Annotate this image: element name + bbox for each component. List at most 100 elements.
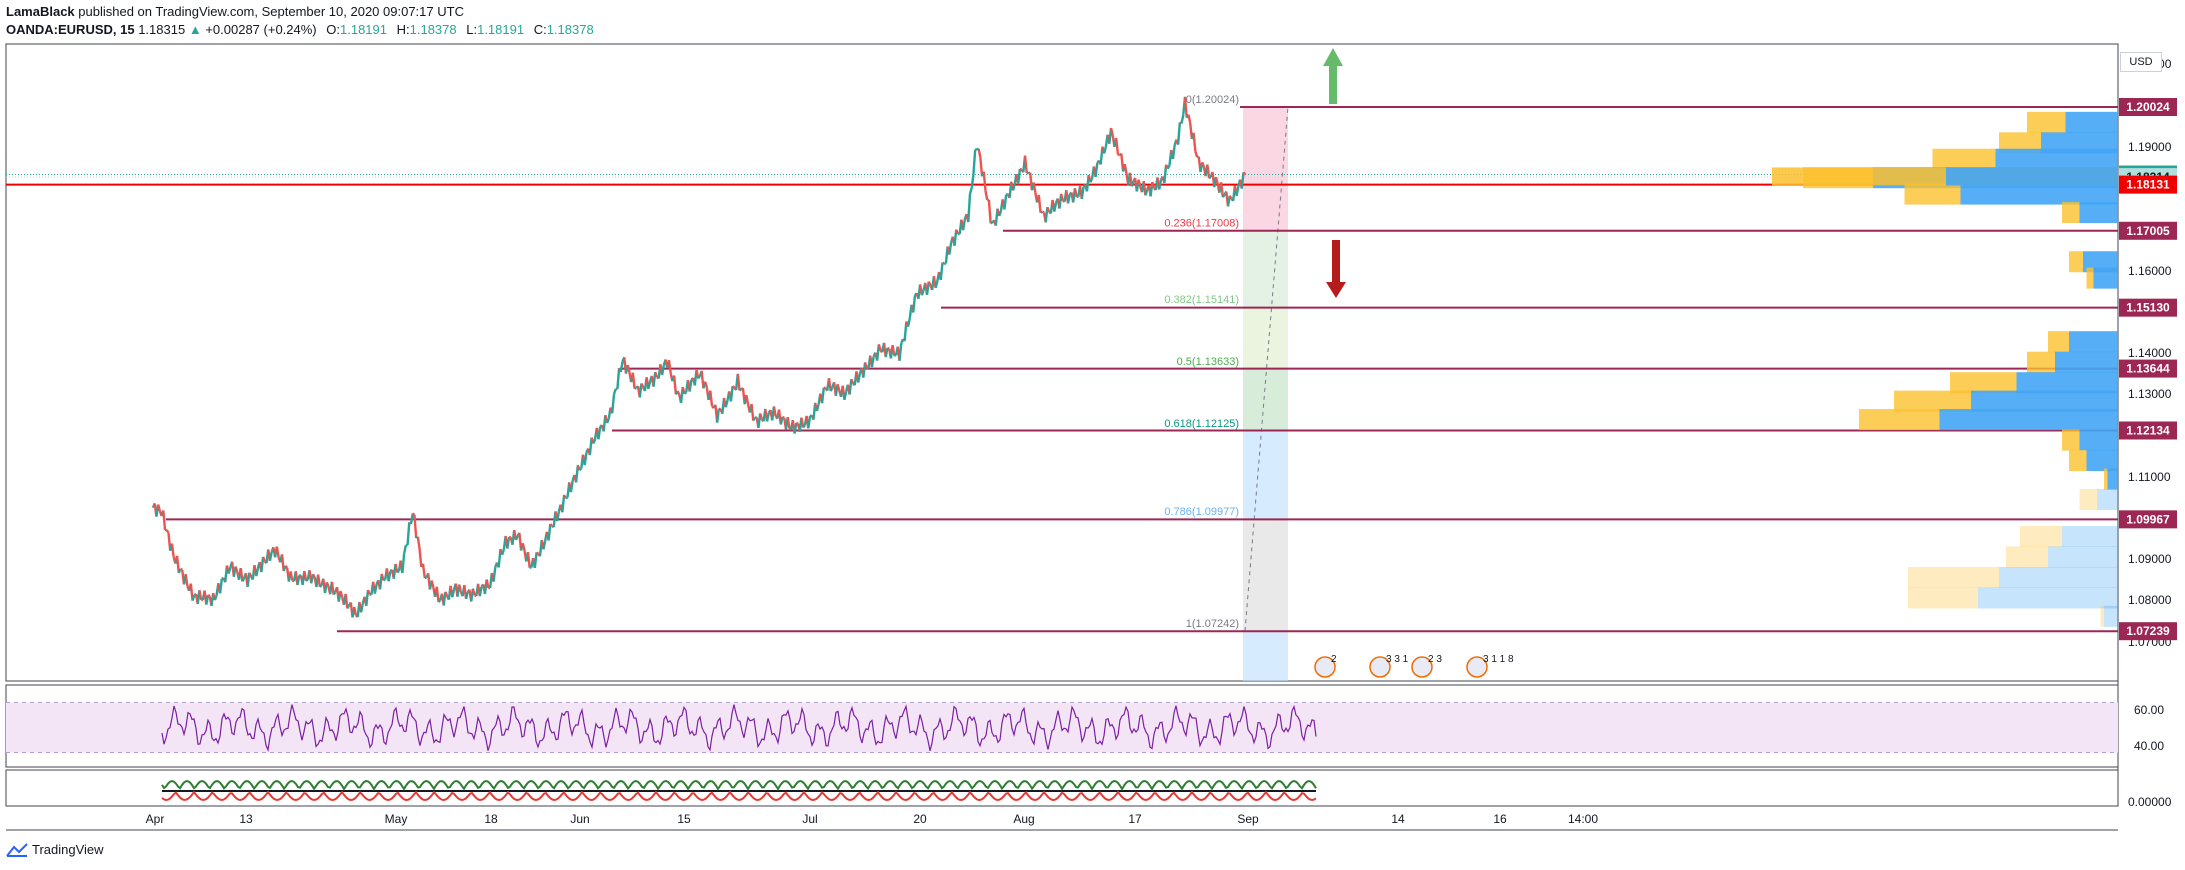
price-candle-segment <box>205 594 210 605</box>
volume-profile-poc-sell <box>1946 167 2118 186</box>
volume-profile-buy-bar <box>1908 566 1999 588</box>
price-candle-segment <box>683 391 688 395</box>
fib-zone-0786-1 <box>1243 518 1288 632</box>
fib-level-label: 0.618(1.12125) <box>1164 418 1239 430</box>
price-candle-segment <box>676 390 681 396</box>
volume-profile-sell-bar <box>2041 132 2118 154</box>
price-axis-tag <box>2119 359 2177 378</box>
bearish-arrow-icon <box>1326 240 1346 298</box>
y-tick-label: 1.13000 <box>2128 387 2172 401</box>
price-candle-segment <box>1206 164 1211 179</box>
price-candle-segment <box>1023 155 1028 174</box>
x-tick-label: 14 <box>1391 812 1405 826</box>
price-candle-segment <box>319 584 323 588</box>
fib-level-label: 1(1.07242) <box>1186 618 1239 630</box>
price-candle-segment <box>715 408 721 423</box>
price-candle-segment <box>745 394 750 405</box>
price-candle-segment <box>718 407 721 411</box>
price-candle-segment <box>416 536 421 550</box>
price-candle-segment <box>984 190 989 201</box>
price-candle-segment <box>1242 171 1247 176</box>
price-candle-segment <box>877 344 882 352</box>
price-candle-segment <box>697 375 701 380</box>
price-candle-segment <box>724 400 729 408</box>
volume-profile-sell-bar <box>1939 409 2118 431</box>
fib-level-label: 0.382(1.15141) <box>1164 294 1239 306</box>
volume-profile-sell-bar <box>2055 351 2118 373</box>
y-tick-label: 1.19000 <box>2128 140 2172 154</box>
price-candle-segment <box>1037 194 1042 213</box>
low-label: L: <box>466 22 478 37</box>
price-candle-segment <box>688 379 693 392</box>
price-candle-segment <box>303 570 308 582</box>
price-candle-segment <box>634 386 637 390</box>
volume-profile-sell-bar <box>1960 183 2118 205</box>
price-candle-segment <box>1137 179 1142 188</box>
fib-level-label: 0(1.20024) <box>1186 94 1239 106</box>
price-candle-segment <box>1208 175 1212 180</box>
price-candle-segment <box>311 573 316 578</box>
price-candle-segment <box>1117 153 1121 157</box>
economic-event-count: 3 1 1 8 <box>1483 654 1514 665</box>
oscillator-bear-line <box>161 790 1317 802</box>
volume-profile-buy-bar <box>2079 489 2097 511</box>
price-candle-segment <box>1235 186 1240 197</box>
price-candle-segment <box>316 574 322 587</box>
bullish-arrow-icon <box>1323 48 1343 104</box>
publish-info: LamaBlack published on TradingView.com, … <box>6 4 464 19</box>
price-candle-segment <box>1183 96 1188 118</box>
price-candle-segment <box>1094 162 1099 178</box>
price-candle-segment <box>640 382 645 388</box>
price-candle-segment <box>492 567 497 582</box>
symbol-name[interactable]: OANDA:EURUSD, 15 <box>6 22 135 37</box>
price-candle-segment <box>660 364 666 376</box>
price-candle-segment <box>365 589 370 607</box>
open-value: 1.18191 <box>340 22 387 37</box>
price-candle-segment <box>535 551 539 555</box>
x-tick-label: Aug <box>1013 812 1034 826</box>
author-name[interactable]: LamaBlack <box>6 4 75 19</box>
price-candle-segment <box>977 148 982 158</box>
price-candle-segment <box>829 386 834 392</box>
currency-badge[interactable]: USD <box>2120 52 2162 72</box>
price-candle-segment <box>836 383 841 391</box>
price-candle-segment <box>1221 194 1226 198</box>
price-candle-segment <box>179 567 183 571</box>
oscillator-bull-line <box>161 779 1317 791</box>
price-candle-segment <box>1219 182 1225 198</box>
close-label: C: <box>533 22 547 37</box>
price-candle-segment <box>611 394 616 414</box>
price-candle-segment <box>1041 210 1045 214</box>
x-tick-label: 20 <box>913 812 927 826</box>
price-axis-tag-label: 1.07239 <box>2126 624 2170 638</box>
price-candle-segment <box>1046 206 1051 213</box>
price-candle-segment <box>1102 146 1108 154</box>
volume-profile-buy-bar <box>2062 202 2080 224</box>
price-candle-segment <box>218 578 223 594</box>
tradingview-brand[interactable]: TradingView <box>6 842 104 857</box>
price-candle-segment <box>387 571 392 582</box>
price-candle-segment <box>815 403 820 412</box>
price-candle-segment <box>471 588 476 596</box>
price-candle-segment <box>793 422 798 434</box>
open-label: O: <box>326 22 340 37</box>
price-candle-segment <box>982 171 987 191</box>
price-candle-segment <box>927 281 932 286</box>
price-candle-segment <box>296 575 301 586</box>
brand-name: TradingView <box>32 842 104 857</box>
close-value: 1.18378 <box>546 22 594 37</box>
price-candle-segment <box>979 157 984 177</box>
price-candle-segment <box>870 356 875 368</box>
price-candle-segment <box>411 512 416 516</box>
price-candle-segment <box>246 572 251 588</box>
price-candle-segment <box>961 219 967 231</box>
price-candle-segment <box>597 426 602 440</box>
price-candle-segment <box>906 318 911 327</box>
price-candle-segment <box>413 514 418 539</box>
price-axis-tag-label: 1.09967 <box>2126 512 2170 526</box>
x-tick-label: 15 <box>677 812 691 826</box>
economic-event-count: 2 <box>1331 654 1337 665</box>
price-candle-segment <box>234 566 239 573</box>
economic-event-flag-icon <box>1314 656 1336 678</box>
